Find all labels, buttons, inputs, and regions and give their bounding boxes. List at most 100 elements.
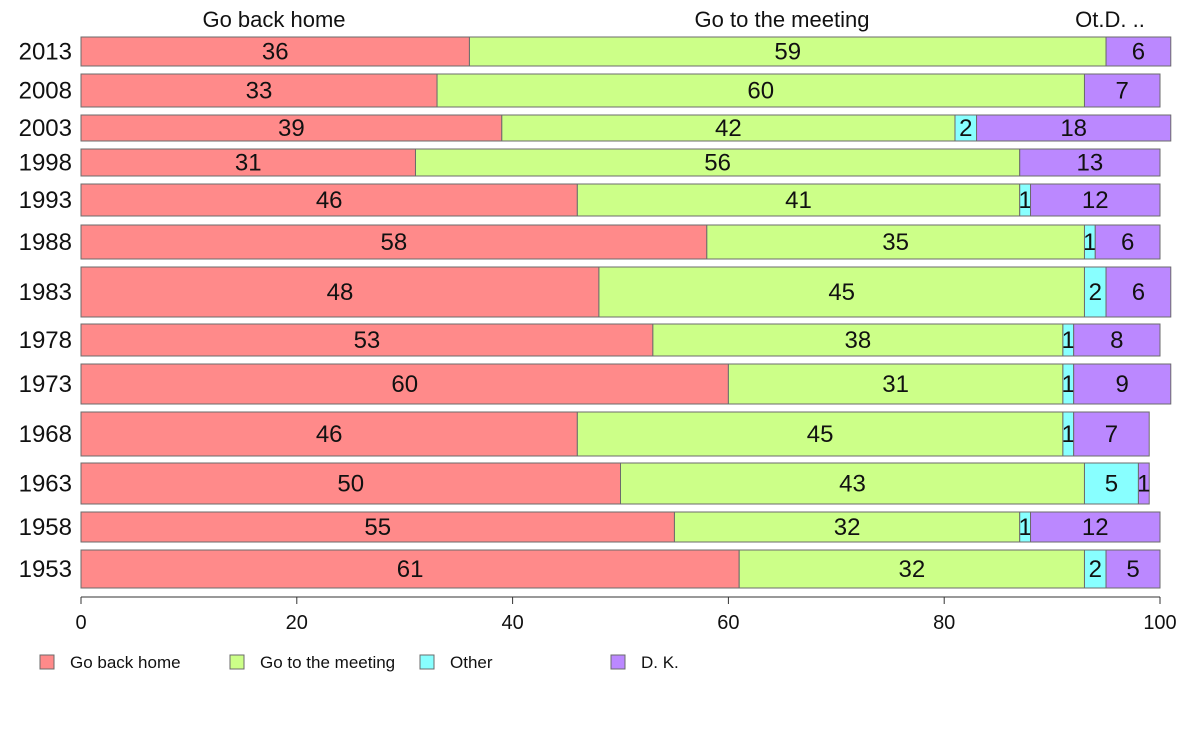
data-label: 18	[1060, 115, 1087, 142]
year-label: 1993	[19, 187, 72, 214]
data-label: 32	[898, 556, 925, 583]
data-label: 1	[1137, 471, 1150, 498]
data-label: 2	[959, 115, 972, 142]
data-label: 45	[828, 279, 855, 306]
bar-segment-d-k	[1105, 549, 1161, 589]
bar-segment-d-k	[1094, 224, 1161, 260]
data-label: 45	[807, 421, 834, 448]
bar-segment-d-k	[1073, 323, 1161, 357]
bar-segment-go-back-home	[80, 323, 654, 357]
data-label: 33	[246, 78, 273, 105]
data-label: 50	[337, 471, 364, 498]
bar-segment-d-k	[1137, 462, 1150, 505]
column-header-label: Go to the meeting	[695, 7, 870, 32]
data-label: 12	[1082, 514, 1109, 541]
legend-label: Go back home	[70, 653, 181, 672]
data-label: 8	[1110, 327, 1123, 354]
data-label: 46	[316, 421, 343, 448]
bar-segment-go-back-home	[80, 114, 503, 142]
bar-segment-d-k	[1105, 36, 1172, 67]
data-label: 36	[262, 39, 289, 66]
bar-segment-d-k	[1019, 148, 1161, 177]
data-label: 55	[364, 514, 391, 541]
x-tick-label: 20	[286, 612, 308, 634]
x-tick-label: 80	[933, 612, 955, 634]
data-label: 31	[882, 371, 909, 398]
data-label: 2	[1089, 279, 1102, 306]
legend-swatch-d-k	[610, 654, 626, 670]
bar-segment-go-to-the-meeting	[576, 411, 1064, 457]
data-label: 48	[327, 279, 354, 306]
data-label: 1	[1062, 371, 1075, 398]
legend-label: Other	[450, 653, 493, 672]
year-label: 1988	[19, 229, 72, 256]
data-label: 42	[715, 115, 742, 142]
bar-segment-go-to-the-meeting	[673, 511, 1021, 543]
bar-segment-go-back-home	[80, 549, 740, 589]
legend-swatch-other	[419, 654, 435, 670]
year-label: 1983	[19, 279, 72, 306]
bar-segment-d-k	[1030, 183, 1161, 217]
data-label: 13	[1077, 150, 1104, 177]
bar-segment-go-back-home	[80, 148, 416, 177]
data-label: 5	[1105, 471, 1118, 498]
data-label: 39	[278, 115, 305, 142]
data-label: 7	[1105, 421, 1118, 448]
data-label: 6	[1132, 279, 1145, 306]
data-label: 6	[1121, 229, 1134, 256]
x-tick-label: 60	[717, 612, 739, 634]
x-tick-label: 0	[75, 612, 86, 634]
data-label: 46	[316, 187, 343, 214]
bar-segment-go-to-the-meeting	[468, 36, 1107, 67]
bar-segment-go-back-home	[80, 363, 729, 405]
data-label: 1	[1062, 421, 1075, 448]
year-label: 2013	[19, 39, 72, 66]
data-label: 9	[1116, 371, 1129, 398]
data-label: 61	[397, 556, 424, 583]
data-label: 7	[1116, 78, 1129, 105]
legend-label: Go to the meeting	[260, 653, 395, 672]
bar-segment-go-back-home	[80, 511, 675, 543]
bar-segment-go-to-the-meeting	[652, 323, 1064, 357]
year-label: 1958	[19, 514, 72, 541]
bar-segment-d-k	[1073, 363, 1172, 405]
year-label: 2003	[19, 115, 72, 142]
data-label: 31	[235, 150, 262, 177]
bar-segment-go-back-home	[80, 266, 600, 318]
data-label: 60	[747, 78, 774, 105]
data-label: 32	[834, 514, 861, 541]
x-tick-label: 100	[1143, 612, 1176, 634]
year-label: 1973	[19, 371, 72, 398]
column-header-label: Go back home	[202, 7, 345, 32]
data-label: 59	[774, 39, 801, 66]
year-label: 1963	[19, 471, 72, 498]
legend-label: D. K.	[641, 653, 679, 672]
bar-segment-go-back-home	[80, 411, 578, 457]
bar-segment-d-k	[1105, 266, 1172, 318]
bar-segment-d-k	[1083, 73, 1161, 108]
data-label: 1	[1018, 514, 1031, 541]
bar-segment-d-k	[976, 114, 1172, 142]
x-tick-label: 40	[501, 612, 523, 634]
data-label: 53	[354, 327, 381, 354]
data-label: 1	[1062, 327, 1075, 354]
bar-segment-go-to-the-meeting	[727, 363, 1064, 405]
legend-swatch-go-to-the-meeting	[229, 654, 245, 670]
data-label: 43	[839, 471, 866, 498]
data-label: 1	[1018, 187, 1031, 214]
bar-segment-go-back-home	[80, 183, 578, 217]
bar-segment-go-to-the-meeting	[706, 224, 1085, 260]
year-label: 1998	[19, 150, 72, 177]
bar-segment-go-back-home	[80, 224, 708, 260]
data-label: 5	[1126, 556, 1139, 583]
data-label: 1	[1083, 229, 1096, 256]
bar-segment-go-to-the-meeting	[436, 73, 1085, 108]
year-label: 2008	[19, 78, 72, 105]
data-label: 56	[704, 150, 731, 177]
bar-segment-d-k	[1073, 411, 1150, 457]
bar-segment-go-to-the-meeting	[501, 114, 956, 142]
column-header-label: Ot.D. ..	[1075, 7, 1145, 32]
data-label: 38	[845, 327, 872, 354]
bar-segment-go-to-the-meeting	[576, 183, 1021, 217]
